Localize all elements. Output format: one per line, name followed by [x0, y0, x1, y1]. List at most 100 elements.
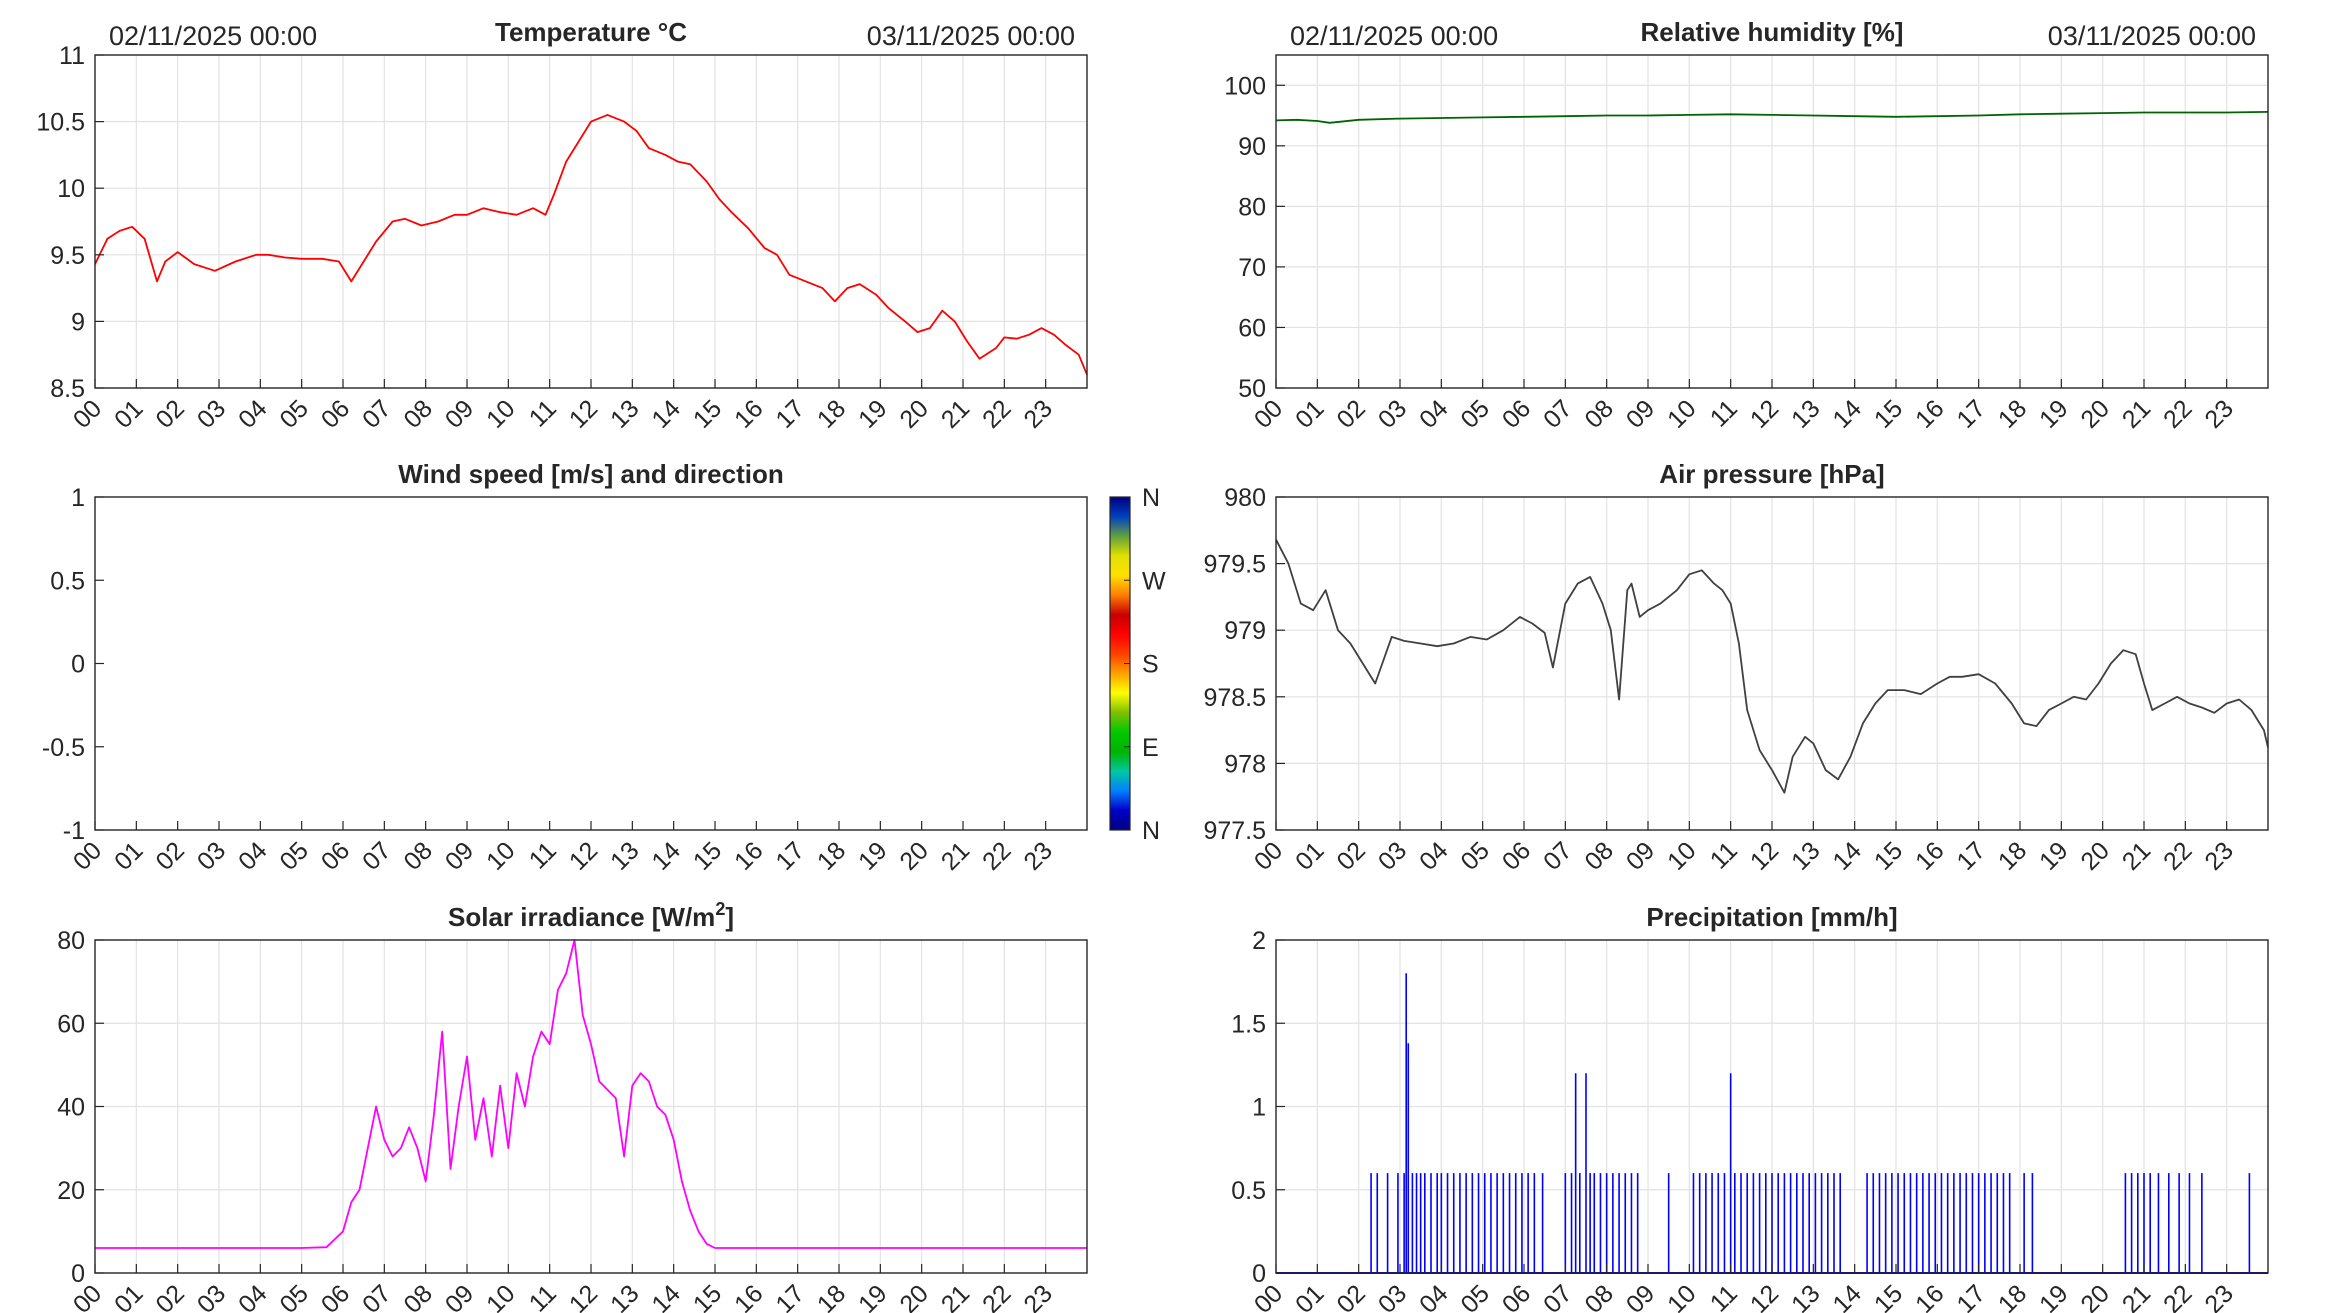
x-tick-label: 08	[398, 394, 437, 433]
x-tick-label: 15	[1869, 836, 1908, 875]
y-tick-label: 9.5	[50, 242, 85, 270]
wind-plot-area	[95, 497, 1087, 830]
wind-title: Wind speed [m/s] and direction	[398, 459, 783, 489]
humidity-chart: 00 01 02 03 04 05 06 07 08 09 10 11 12 13 14 15 16 17 18 19…	[1224, 17, 2269, 434]
x-tick-label: 08	[398, 836, 437, 875]
solar-title-superscript: 2	[715, 899, 725, 919]
x-tick-label: 09	[440, 1279, 479, 1313]
x-tick-label: 23	[2199, 1279, 2238, 1313]
x-tick-label: 05	[274, 836, 313, 875]
colorbar-label: W	[1142, 567, 1166, 595]
colorbar-label: E	[1142, 734, 1159, 762]
humidity-date-end: 03/11/2025 00:00	[2048, 21, 2256, 51]
x-tick-label: 06	[1497, 836, 1536, 875]
x-tick-label: 20	[2075, 1279, 2114, 1313]
x-tick-label: 16	[729, 836, 768, 875]
x-tick-label: 06	[316, 1279, 355, 1313]
x-tick-label: 04	[233, 1279, 273, 1313]
x-tick-label: 04	[1414, 836, 1454, 876]
x-tick-label: 14	[1827, 1279, 1867, 1313]
x-tick-label: 13	[1786, 836, 1825, 875]
x-tick-label: 02	[150, 394, 189, 433]
y-tick-label: 0	[71, 1260, 85, 1288]
x-tick-label: 11	[1705, 1279, 1743, 1313]
x-tick-label: 08	[1579, 1279, 1618, 1313]
y-tick-label: 0.5	[1231, 1177, 1266, 1205]
x-tick-label: 04	[1414, 1279, 1454, 1313]
x-tick-label: 04	[233, 836, 273, 876]
y-tick-label: 80	[1238, 193, 1266, 221]
x-tick-label: 02	[150, 836, 189, 875]
x-tick-label: 23	[2199, 836, 2238, 875]
x-tick-label: 19	[2034, 394, 2073, 433]
x-tick-label: 05	[1455, 836, 1494, 875]
x-tick-label: 23	[1018, 394, 1057, 433]
x-tick-label: 11	[1705, 394, 1743, 432]
x-tick-label: 01	[1290, 836, 1329, 875]
x-tick-label: 01	[109, 394, 148, 433]
y-tick-label: 50	[1238, 375, 1266, 403]
x-tick-label: 23	[2199, 394, 2238, 433]
colorbar-label: N	[1142, 817, 1160, 845]
x-tick-label: 19	[853, 1279, 892, 1313]
x-tick-label: 19	[853, 836, 892, 875]
temperature-chart: 00 01 02 03 04 05 06 07 08 09 10 11 12 13 14 15 16 17 18 19…	[36, 17, 1088, 434]
x-tick-label: 23	[1018, 836, 1057, 875]
x-tick-label: 18	[1993, 394, 2032, 433]
pressure-title: Air pressure [hPa]	[1659, 459, 1884, 489]
y-tick-label: 9	[71, 308, 85, 336]
x-tick-label: 22	[977, 1279, 1016, 1313]
y-tick-label: 1.5	[1231, 1010, 1266, 1038]
x-tick-label: 15	[688, 836, 727, 875]
x-tick-label: 03	[1373, 1279, 1412, 1313]
precipitation-title: Precipitation [mm/h]	[1646, 902, 1897, 932]
x-tick-label: 06	[1497, 394, 1536, 433]
temperature-date-start: 02/11/2025 00:00	[109, 21, 317, 51]
precipitation-bars	[1276, 973, 2268, 1274]
x-tick-label: 07	[357, 394, 396, 433]
x-tick-label: 12	[1745, 1279, 1784, 1313]
colorbar-label: S	[1142, 651, 1159, 679]
x-tick-label: 21	[936, 394, 975, 433]
x-tick-label: 16	[1910, 394, 1949, 433]
y-tick-label: 100	[1224, 72, 1266, 100]
x-tick-label: 01	[1290, 1279, 1329, 1313]
x-tick-label: 12	[1745, 836, 1784, 875]
x-tick-label: 11	[524, 1279, 562, 1313]
temperature-date-end: 03/11/2025 00:00	[867, 21, 1075, 51]
y-tick-label: 979	[1224, 617, 1266, 645]
y-tick-label: 979.5	[1203, 551, 1266, 579]
y-tick-label: 20	[57, 1177, 85, 1205]
x-tick-label: 16	[1910, 1279, 1949, 1313]
x-tick-label: 10	[481, 836, 520, 875]
precipitation-title-text: Precipitation [mm/h]	[1646, 902, 1897, 932]
humidity-title: Relative humidity [%]	[1641, 17, 1904, 47]
x-tick-label: 20	[2075, 394, 2114, 433]
x-tick-label: 13	[605, 394, 644, 433]
x-tick-label: 07	[1538, 836, 1577, 875]
x-tick-label: 05	[1455, 394, 1494, 433]
y-tick-label: 11	[59, 42, 85, 70]
x-tick-label: 08	[398, 1279, 437, 1313]
x-tick-label: 18	[1993, 836, 2032, 875]
y-tick-label: 978.5	[1203, 684, 1266, 712]
x-tick-label: 09	[1621, 836, 1660, 875]
humidity-series-line	[1275, 111, 2269, 124]
x-tick-label: 14	[1827, 836, 1867, 876]
x-tick-label: 19	[853, 394, 892, 433]
x-tick-label: 10	[481, 1279, 520, 1313]
x-tick-label: 18	[1993, 1279, 2032, 1313]
x-tick-label: 06	[316, 836, 355, 875]
x-tick-label: 18	[812, 836, 851, 875]
solar-title-end: ]	[725, 902, 734, 932]
temperature-title: Temperature °C	[495, 17, 687, 47]
x-tick-label: 03	[192, 394, 231, 433]
x-tick-label: 18	[812, 394, 851, 433]
x-tick-label: 19	[2034, 836, 2073, 875]
x-tick-label: 05	[274, 1279, 313, 1313]
y-tick-label: 1	[1252, 1094, 1266, 1122]
x-tick-label: 22	[977, 394, 1016, 433]
solar-series-line	[95, 939, 1087, 1249]
pressure-chart: 00 01 02 03 04 05 06 07 08 09 10 11 12 13 14 15 16 17 18 19…	[1203, 459, 2269, 876]
